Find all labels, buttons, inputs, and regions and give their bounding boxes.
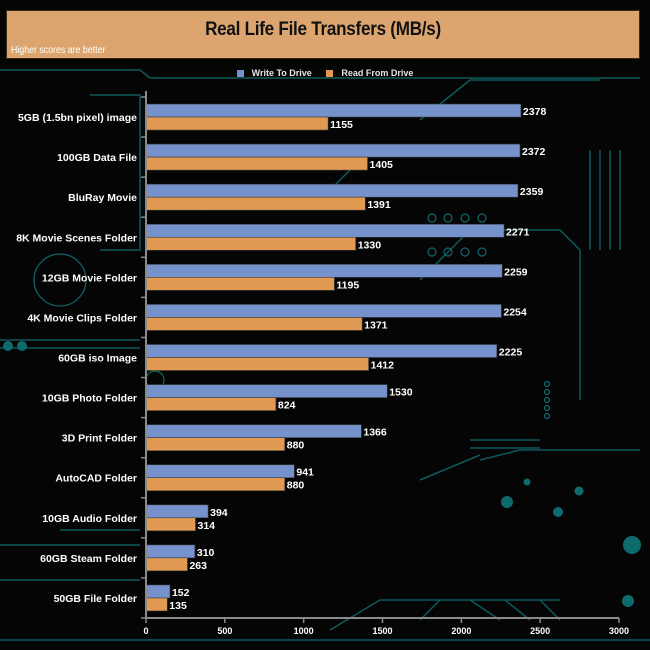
bar-read [145, 116, 329, 131]
bar-read [145, 477, 286, 492]
value-label-read: 314 [198, 520, 216, 532]
bar-write [145, 223, 505, 238]
x-tick-label: 2500 [530, 626, 550, 636]
x-tick-label: 1500 [372, 626, 392, 636]
value-label-write: 1366 [363, 427, 387, 439]
legend-swatch-read [326, 69, 334, 77]
value-label-read: 1330 [358, 239, 382, 251]
value-label-write: 941 [296, 467, 314, 479]
category-label: 60GB Steam Folder [40, 553, 137, 565]
category-label: 8K Movie Scenes Folder [16, 232, 137, 244]
value-label-read: 263 [189, 560, 207, 572]
value-label-read: 880 [287, 480, 305, 492]
value-label-write: 2372 [522, 146, 546, 158]
value-label-write: 152 [172, 587, 190, 599]
value-label-read: 135 [169, 600, 187, 612]
x-tick-label: 3000 [609, 626, 629, 636]
chart-title: Real Life File Transfers (MB/s) [205, 19, 441, 40]
value-label-read: 1405 [370, 159, 394, 171]
legend-label-write: Write To Drive [251, 68, 312, 78]
bar-write [145, 143, 521, 158]
value-label-write: 2254 [503, 306, 527, 318]
legend-item-write: Write To Drive [236, 68, 312, 78]
bar-read [145, 317, 363, 331]
category-label: 50GB File Folder [54, 593, 137, 605]
bar-write [145, 584, 171, 599]
bar-write [145, 464, 295, 479]
bar-read [145, 236, 356, 251]
bar-read [145, 397, 277, 411]
category-label: AutoCAD Folder [55, 473, 137, 485]
value-label-read: 1412 [371, 360, 395, 372]
x-tick-label: 500 [217, 626, 232, 636]
category-label: 3D Print Folder [62, 433, 137, 445]
value-label-read: 1371 [364, 319, 388, 331]
value-label-write: 2271 [506, 226, 530, 238]
bar-write [145, 344, 498, 358]
value-label-write: 310 [197, 547, 215, 559]
bar-read [145, 437, 286, 451]
bar-write [145, 183, 519, 198]
value-label-write: 2359 [520, 186, 544, 198]
bar-read [145, 277, 335, 291]
category-label: 10GB Photo Folder [42, 393, 137, 405]
value-label-read: 1195 [336, 279, 359, 291]
bar-read [145, 196, 366, 211]
category-label: 100GB Data File [57, 152, 137, 164]
bar-read [145, 517, 196, 532]
category-label: 12GB Movie Folder [42, 272, 137, 284]
x-tick-label: 2000 [451, 626, 471, 636]
legend-item-read: Read From Drive [326, 68, 413, 78]
category-label: 10GB Audio Folder [42, 513, 137, 525]
value-label-read: 1155 [330, 119, 353, 131]
value-label-read: 824 [278, 400, 296, 412]
bar-write [145, 424, 362, 438]
value-label-write: 1530 [389, 387, 413, 399]
bar-write [145, 304, 502, 318]
value-label-write: 2225 [499, 347, 523, 359]
category-label: 5GB (1.5bn pixel) image [18, 112, 137, 124]
category-label: BluRay Movie [68, 192, 137, 204]
category-label: 60GB iso Image [58, 353, 137, 365]
bar-write [145, 103, 522, 118]
category-label: 4K Movie Clips Folder [27, 312, 137, 324]
bar-write [145, 264, 503, 278]
bar-read [145, 557, 188, 572]
bar-write [145, 504, 209, 519]
chart-subtitle: Higher scores are better [11, 45, 106, 56]
value-label-write: 2378 [523, 106, 547, 118]
legend: Write To Drive Read From Drive [0, 68, 650, 79]
bar-read [145, 357, 369, 371]
x-tick-label: 1000 [294, 626, 314, 636]
value-label-read: 1391 [367, 199, 391, 211]
bar-write [145, 544, 196, 559]
value-label-read: 880 [287, 440, 305, 452]
legend-label-read: Read From Drive [341, 68, 414, 78]
bar-read [145, 597, 168, 612]
value-label-write: 394 [210, 507, 228, 519]
bar-write [145, 384, 388, 398]
legend-swatch-write [236, 69, 244, 77]
x-tick-label: 0 [143, 626, 148, 636]
title-band: Real Life File Transfers (MB/s) Higher s… [6, 10, 640, 59]
bar-read [145, 156, 368, 171]
value-label-write: 2259 [504, 266, 528, 278]
